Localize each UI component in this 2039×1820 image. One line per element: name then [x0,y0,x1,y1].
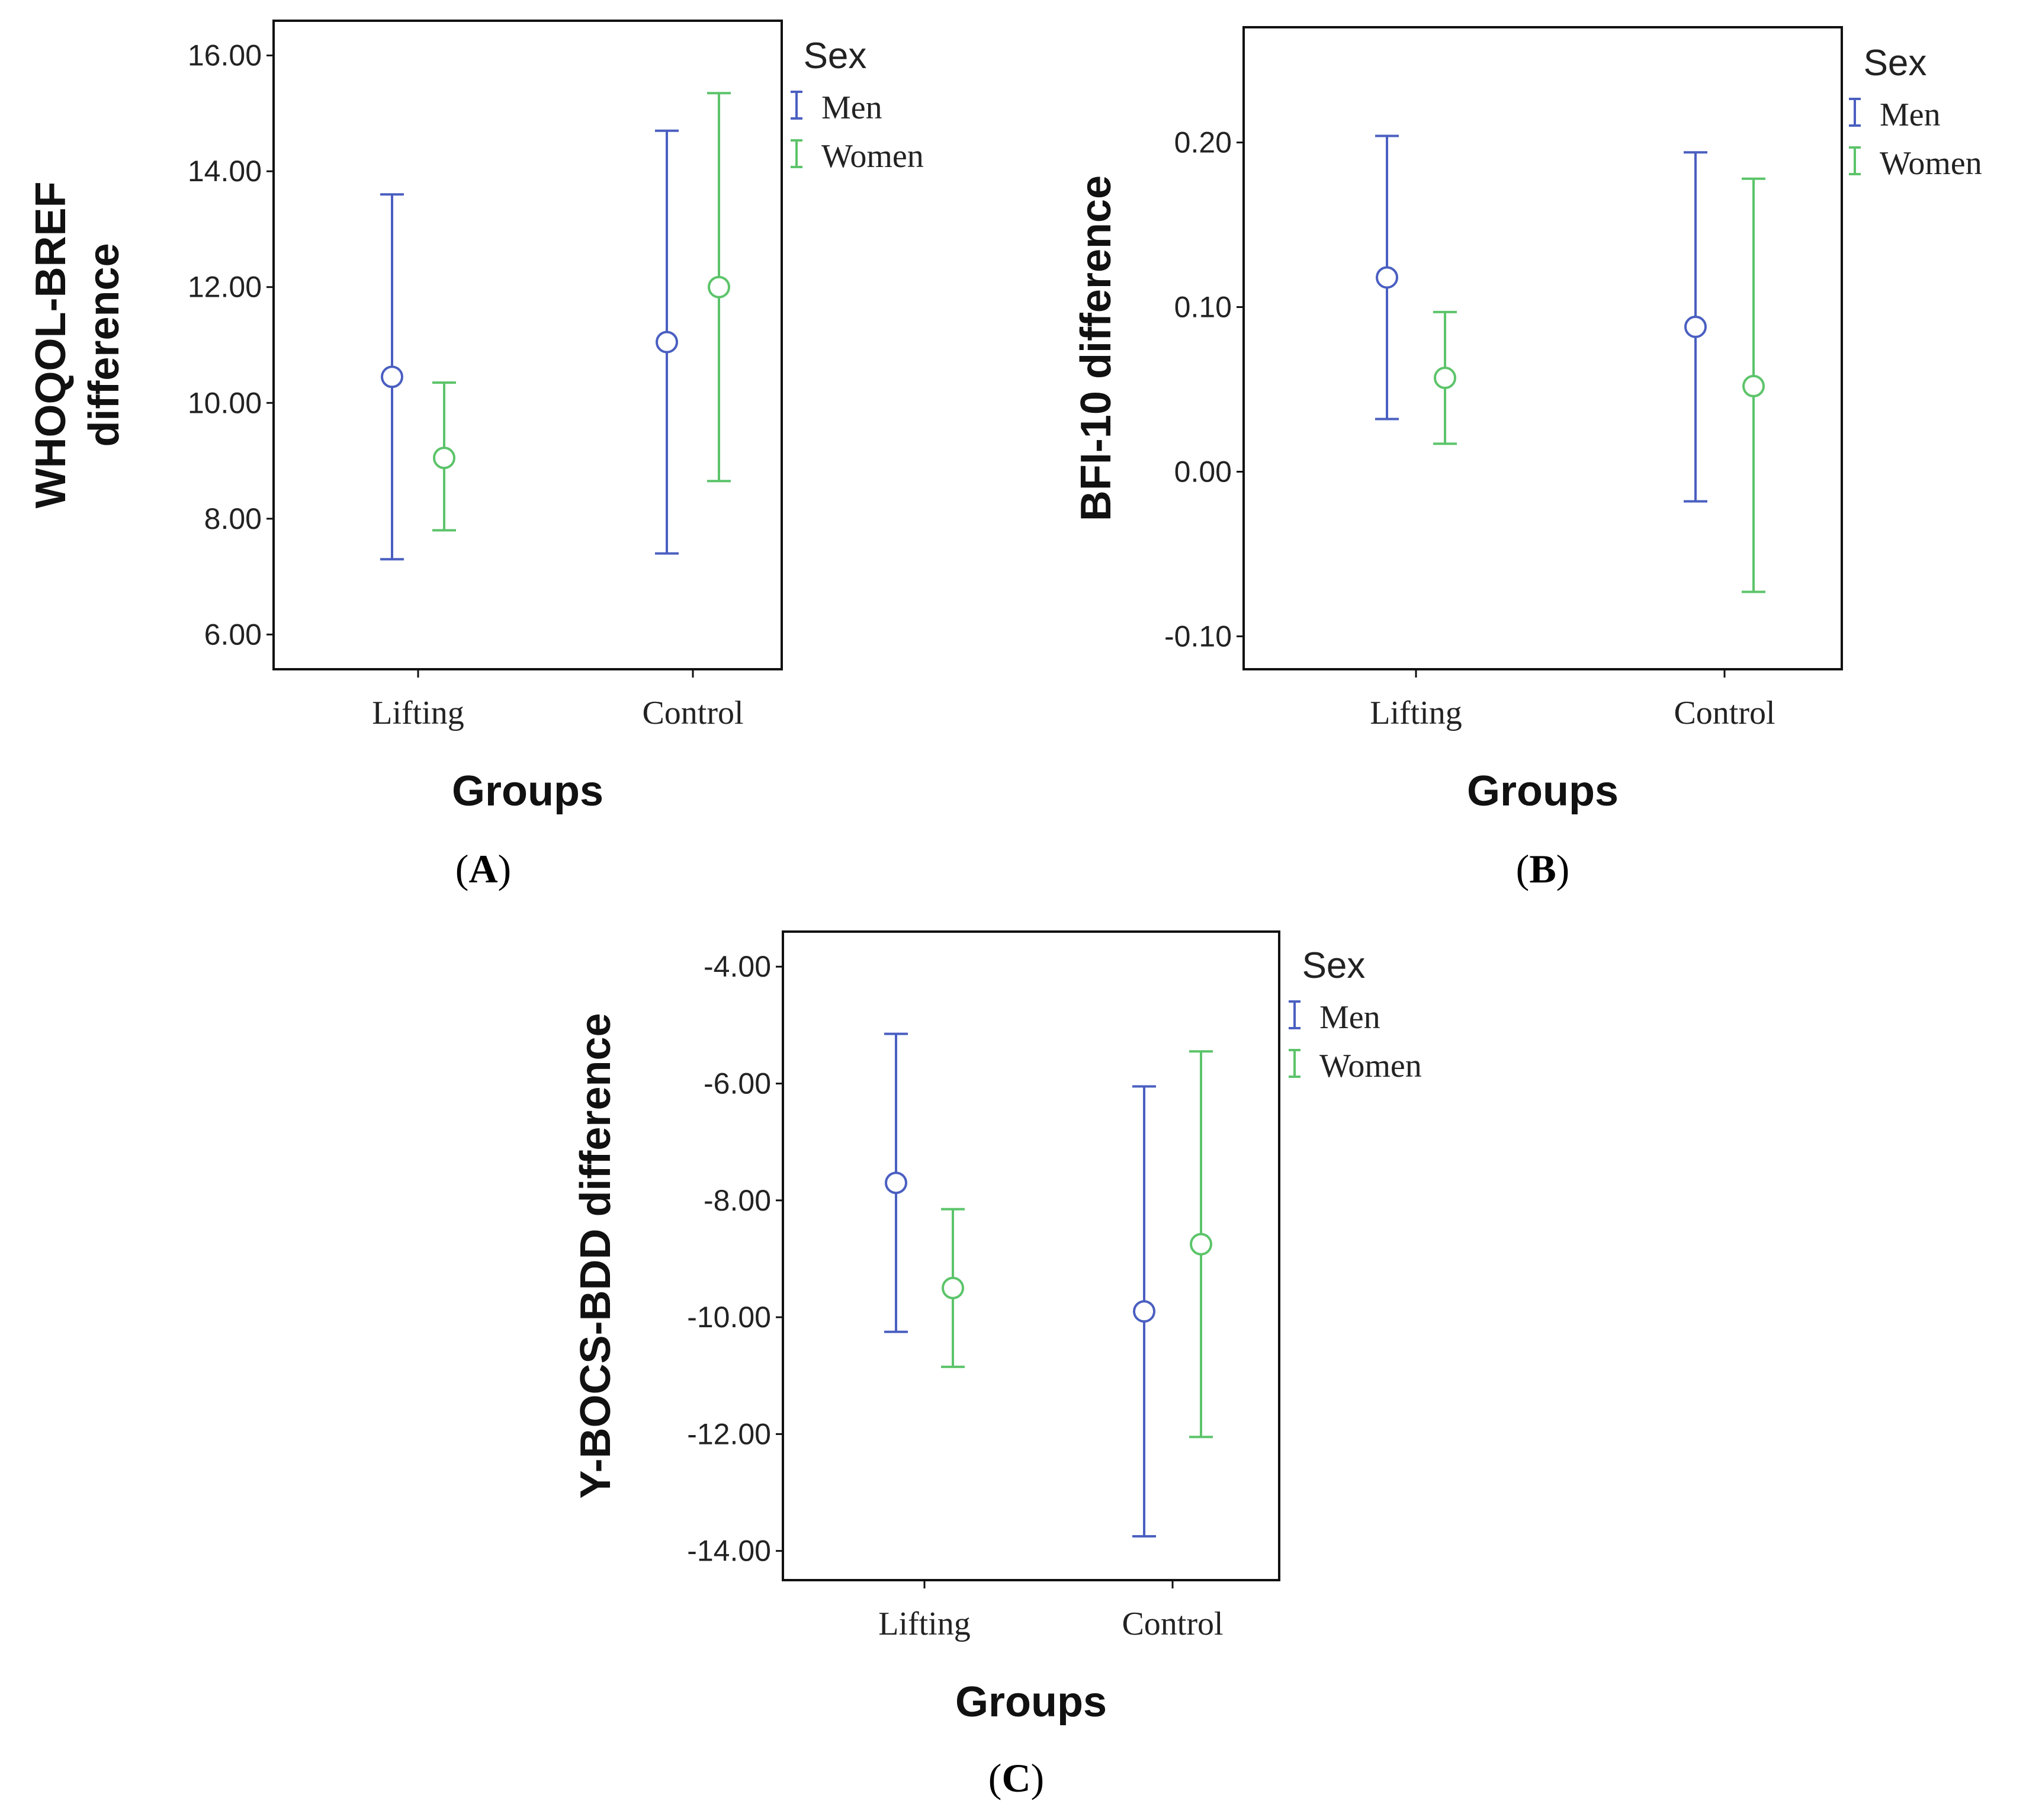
legend-item-men: Men [1849,97,1941,133]
mean-marker [1133,1300,1155,1323]
mean-marker [1742,374,1765,397]
mean-marker [1434,367,1456,390]
legend-label: Men [1880,97,1941,133]
x-tick-label: Control [1674,695,1775,731]
y-tick-label: 12.00 [188,271,262,304]
y-axis-title: BFI-10 difference [1073,175,1120,521]
error-bar [1189,1050,1213,1439]
error-bar [1684,151,1707,503]
legend: Sex Men Women [1849,43,1982,182]
plot-frame [782,930,1280,1581]
error-bar [432,381,456,532]
panel-b: -0.10 0.00 0.10 0.20 Lifting Control BFI-10 di… [1073,26,1982,891]
plot-frame [272,20,783,670]
x-tick-label: Control [642,695,743,731]
legend-title: Sex [804,36,867,76]
y-axis-title-line: Y-BOCS-BDD difference [572,1013,619,1498]
series-women [1433,177,1765,593]
legend-label: Women [1319,1048,1422,1084]
y-tick-label: -10.00 [687,1301,771,1334]
y-tick-label: 0.20 [1174,126,1232,159]
legend-label: Men [821,89,882,126]
panel-letter-value: B [1529,846,1556,891]
y-tick-label: -12.00 [687,1417,771,1450]
y-tick-label: -14.00 [687,1535,771,1568]
panel-letter-open: ( [988,1755,1002,1800]
x-tick-label: Lifting [372,695,464,731]
legend-item-men: Men [1289,999,1380,1036]
legend-item-women: Women [1849,145,1982,182]
mean-marker [885,1171,907,1195]
legend-item-women: Women [1289,1048,1422,1084]
error-bar [1433,310,1457,445]
error-bar [884,1032,908,1333]
error-bar [1742,177,1765,593]
legend-label: Women [1880,145,1982,182]
series-women [941,1050,1213,1439]
mean-marker [656,330,678,354]
x-axis-title: Groups [1467,768,1619,815]
panel-letter-close: ) [1031,1755,1045,1800]
legend-title: Sex [1302,945,1366,986]
y-tick-label: 6.00 [204,618,262,651]
panel-letter: (B) [1516,846,1570,891]
legend: Sex Men Women [791,36,924,175]
series-men [884,1032,1156,1538]
y-axis-title-line: difference [81,243,128,447]
panel-letter-value: A [468,846,497,891]
y-tick-label: -4.00 [704,950,771,983]
error-bar [1132,1085,1156,1538]
y-tick-label: -0.10 [1164,619,1232,653]
panel-letter-value: C [1001,1755,1030,1800]
panel-letter-open: ( [1516,846,1530,891]
error-bar [707,92,731,483]
legend-item-women: Women [791,138,924,175]
x-axis-title: Groups [955,1678,1107,1726]
x-tick-label: Control [1122,1606,1223,1642]
y-tick-label: 0.10 [1174,291,1232,324]
mean-marker [708,275,730,298]
panel-letter-open: ( [455,846,469,891]
error-bar [655,129,679,555]
legend-label: Men [1319,999,1380,1036]
y-tick-label: 10.00 [188,386,262,419]
error-bar [941,1208,965,1368]
panel-c: -14.00 -12.00 -10.00 -8.00 -6.00 -4.00 Lifting… [572,930,1422,1800]
x-tick-label: Lifting [878,1606,971,1642]
panel-letter: (A) [455,846,511,891]
mean-marker [1190,1232,1212,1256]
legend-title: Sex [1864,43,1927,84]
error-bar [380,193,404,561]
mean-marker [1684,315,1707,338]
series-men [380,129,679,561]
y-tick-label: -6.00 [704,1067,771,1100]
y-tick-label: 0.00 [1174,455,1232,488]
plot-frame [1242,26,1843,670]
series-women [432,92,731,532]
y-axis-title: Y-BOCS-BDD difference [572,1013,619,1498]
y-tick-label: 16.00 [188,39,262,72]
y-tick-label: -8.00 [704,1184,771,1217]
legend-item-men: Men [791,89,882,126]
panel-letter: (C) [988,1755,1044,1800]
mean-marker [942,1276,964,1299]
series-men [1375,134,1707,503]
legend-label: Women [821,138,924,175]
y-tick-label: 14.00 [188,155,262,188]
x-tick-label: Lifting [1370,695,1462,731]
panel-a: 6.00 8.00 10.00 12.00 14.00 16.00 Lifting Contr… [27,20,924,891]
x-axis-title: Groups [452,768,603,815]
legend: Sex Men Women [1289,945,1422,1084]
mean-marker [433,447,455,470]
panel-letter-close: ) [1556,846,1570,891]
y-axis-title: WHOQOL-BREF difference [27,182,128,509]
error-bar [1375,134,1399,421]
mean-marker [381,365,403,389]
y-tick-label: 8.00 [204,502,262,535]
y-axis-title-line: WHOQOL-BREF [27,182,75,509]
panel-letter-close: ) [498,846,512,891]
y-axis-title-line: BFI-10 difference [1073,175,1120,521]
mean-marker [1376,266,1398,289]
